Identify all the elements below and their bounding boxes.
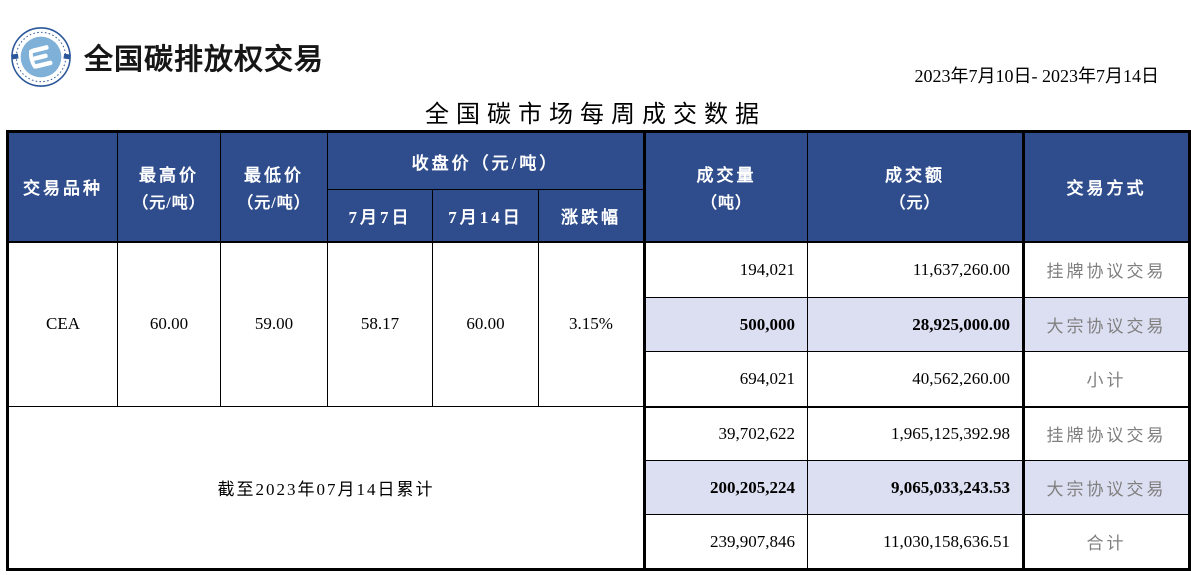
col-header-high-label: 最高价 [139, 165, 199, 185]
low-price-cell: 59.00 [220, 241, 328, 407]
weekly-trade-table: 交易品种 最高价 （元/吨） 最低价 （元/吨） 收盘价（元/吨） 成交量 （吨… [6, 130, 1191, 571]
col-header-close-jul14: 7月14日 [432, 189, 539, 243]
col-header-method: 交易方式 [1023, 131, 1191, 243]
amount-cell: 11,637,260.00 [807, 241, 1026, 298]
col-header-low-label: 最低价 [244, 165, 304, 185]
col-header-low: 最低价 （元/吨） [220, 131, 328, 243]
method-cell: 小计 [1023, 351, 1191, 408]
volume-cell: 500,000 [644, 297, 809, 352]
col-header-amount-unit: （元） [889, 194, 941, 212]
amount-cell: 11,030,158,636.51 [807, 514, 1026, 570]
change-cell: 3.15% [537, 241, 647, 407]
col-header-variety: 交易品种 [7, 131, 118, 243]
col-header-volume-unit: （吨） [701, 194, 753, 212]
cumulative-label-cell: 截至2023年07月14日累计 [6, 406, 647, 570]
carbon-exchange-logo-icon [11, 27, 71, 87]
report-date-range: 2023年7月10日- 2023年7月14日 [914, 66, 1160, 86]
close-jul14-cell: 60.00 [432, 241, 539, 407]
amount-cell: 1,965,125,392.98 [807, 406, 1026, 461]
cumulative-row-listed: 截至2023年07月14日累计 39,702,622 1,965,125,392… [6, 406, 1191, 570]
method-cell: 大宗协议交易 [1023, 460, 1191, 515]
col-header-close-jul7: 7月7日 [327, 189, 433, 243]
volume-cell: 194,021 [644, 241, 809, 298]
col-header-low-unit: （元/吨） [237, 194, 311, 212]
volume-cell: 200,205,224 [644, 460, 809, 515]
cumulative-row-total: 239,907,846 11,030,158,636.51 合计 [8, 514, 1191, 570]
volume-cell: 239,907,846 [644, 514, 809, 570]
col-header-volume: 成交量 （吨） [644, 131, 809, 243]
amount-cell: 9,065,033,243.53 [807, 460, 1026, 515]
col-header-volume-label: 成交量 [696, 165, 757, 185]
header-row-2: 7月7日 7月14日 涨跌幅 [8, 189, 1190, 243]
header-row-1: 交易品种 最高价 （元/吨） 最低价 （元/吨） 收盘价（元/吨） 成交量 （吨… [7, 131, 1191, 243]
method-cell: 大宗协议交易 [1023, 297, 1191, 352]
week-row-block: 500,000 28,925,000.00 大宗协议交易 [8, 297, 1191, 352]
col-header-close-group: 收盘价（元/吨） [326, 131, 647, 190]
brand-title: 全国碳排放权交易 [84, 44, 325, 76]
col-header-amount: 成交额 （元） [807, 131, 1026, 243]
volume-cell: 694,021 [644, 351, 809, 408]
col-header-high: 最高价 （元/吨） [117, 131, 221, 243]
page-title: 全国碳市场每周成交数据 [425, 102, 766, 128]
high-price-cell: 60.00 [117, 241, 221, 407]
amount-cell: 28,925,000.00 [807, 297, 1026, 352]
col-header-amount-label: 成交额 [885, 165, 946, 185]
volume-cell: 39,702,622 [644, 406, 809, 461]
method-cell: 挂牌协议交易 [1023, 241, 1191, 298]
close-jul7-cell: 58.17 [327, 241, 433, 407]
method-cell: 挂牌协议交易 [1023, 406, 1191, 461]
method-cell: 合计 [1023, 514, 1191, 570]
week-row-subtotal: 694,021 40,562,260.00 小计 [8, 351, 1191, 408]
amount-cell: 40,562,260.00 [807, 351, 1026, 408]
col-header-change: 涨跌幅 [537, 189, 647, 243]
variety-cell: CEA [7, 241, 118, 407]
brand-header: 全国碳排放权交易 [10, 26, 324, 88]
week-row-listed: CEA 60.00 59.00 58.17 60.00 3.15% 194,02… [7, 241, 1191, 407]
col-header-high-unit: （元/吨） [132, 194, 206, 212]
